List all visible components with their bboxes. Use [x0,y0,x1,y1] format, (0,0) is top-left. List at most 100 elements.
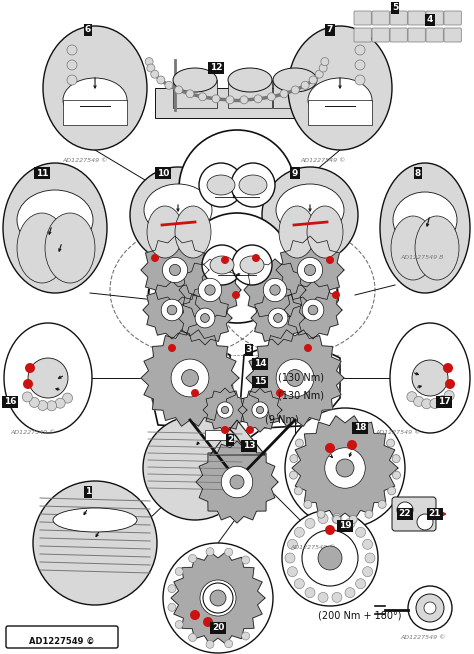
Circle shape [175,621,183,628]
Circle shape [285,553,295,563]
Circle shape [332,291,340,299]
Text: 13: 13 [243,441,255,451]
Text: 22: 22 [399,509,411,519]
Polygon shape [238,388,282,432]
Circle shape [28,358,68,398]
Circle shape [304,344,312,352]
Text: AD1227549 ©: AD1227549 © [29,637,95,646]
Ellipse shape [53,508,137,532]
Circle shape [226,96,234,104]
Circle shape [355,75,365,85]
Text: 3: 3 [246,345,252,354]
FancyBboxPatch shape [444,11,461,25]
Circle shape [201,314,210,322]
Text: 6: 6 [85,26,91,35]
Circle shape [199,163,243,207]
Circle shape [273,314,283,322]
Text: AD1227549 ©: AD1227549 © [375,430,420,435]
Circle shape [325,443,335,453]
Circle shape [270,284,280,295]
Ellipse shape [276,184,344,236]
Circle shape [424,602,436,614]
Text: 11: 11 [36,169,48,177]
Circle shape [163,543,273,653]
Circle shape [175,86,182,94]
FancyBboxPatch shape [354,11,371,25]
Circle shape [202,245,242,285]
Circle shape [161,299,183,321]
Bar [273,80,317,108]
Text: 10: 10 [157,169,169,177]
Circle shape [189,555,197,562]
Polygon shape [171,552,265,644]
Circle shape [263,279,287,301]
Ellipse shape [45,213,95,283]
Circle shape [232,245,272,285]
Ellipse shape [228,68,272,92]
FancyBboxPatch shape [390,11,407,25]
Bar [205,430,227,440]
Circle shape [22,392,32,402]
Circle shape [242,556,250,564]
Polygon shape [196,441,278,523]
Text: 7: 7 [327,26,333,35]
Circle shape [318,513,328,524]
Circle shape [210,590,226,606]
Circle shape [294,579,304,589]
Text: 9: 9 [292,169,298,177]
Circle shape [29,398,39,407]
Circle shape [225,640,233,647]
Circle shape [294,527,304,538]
Circle shape [179,130,295,246]
Circle shape [186,90,194,98]
Circle shape [317,510,325,518]
Circle shape [416,594,444,622]
Circle shape [46,401,57,411]
Circle shape [365,510,373,518]
Text: (9 Nm): (9 Nm) [265,414,299,424]
Circle shape [252,254,260,262]
Polygon shape [143,281,201,339]
Text: 15: 15 [254,377,266,387]
Circle shape [163,258,188,283]
Circle shape [25,363,35,373]
Circle shape [355,60,365,70]
Polygon shape [284,281,342,339]
FancyBboxPatch shape [426,11,443,25]
Circle shape [199,93,207,101]
Ellipse shape [17,190,93,250]
Circle shape [356,579,365,589]
Circle shape [252,402,268,418]
Circle shape [336,459,354,477]
Circle shape [287,540,297,549]
Circle shape [325,525,335,535]
Circle shape [168,585,176,593]
Polygon shape [251,291,305,345]
Circle shape [321,58,329,65]
Circle shape [315,70,323,78]
FancyBboxPatch shape [354,28,371,42]
Circle shape [444,390,454,400]
Circle shape [33,481,157,605]
Ellipse shape [175,206,211,258]
Circle shape [246,426,254,434]
Ellipse shape [3,163,107,293]
Text: AD1227549 ©: AD1227549 © [300,158,346,163]
Circle shape [221,256,229,264]
Circle shape [145,58,153,65]
Circle shape [23,379,33,389]
Circle shape [285,408,405,528]
Circle shape [421,399,432,409]
Bar [63,100,127,125]
Circle shape [302,299,324,321]
Circle shape [171,359,209,397]
Circle shape [225,548,233,556]
Ellipse shape [273,68,317,92]
Circle shape [221,426,229,434]
Circle shape [203,583,233,613]
Circle shape [242,632,250,640]
Bar [228,80,272,108]
Circle shape [326,256,334,264]
Circle shape [221,406,228,413]
Circle shape [325,448,365,489]
